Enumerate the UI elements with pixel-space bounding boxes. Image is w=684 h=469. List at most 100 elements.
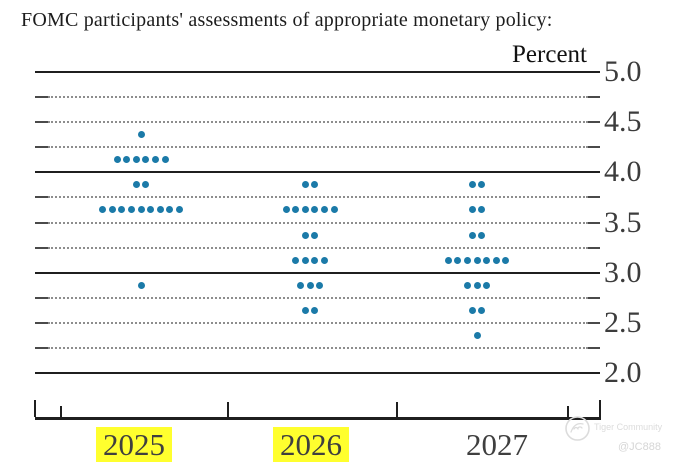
dot-2025-3.625 [108,206,116,214]
gridline-dotted-2.25 [35,346,600,349]
year-text-2027: 2027 [466,427,528,462]
x-axis-tick-0 [34,400,36,417]
dot-2026-2.875 [296,281,304,289]
x-axis-tick-3 [396,402,398,417]
x-axis-tick-5 [599,400,601,417]
tick-dash [588,246,600,249]
dot-2025-2.875 [137,281,145,289]
dot-2025-3.625 [166,206,174,214]
dot-2026-2.875 [316,281,324,289]
x-axis-line [35,417,601,420]
y-tick-label-2.5: 2.5 [604,305,642,339]
dot-2025-3.625 [156,206,164,214]
dot-2026-3.125 [301,256,309,264]
tick-dash [35,96,48,99]
dot-2026-3.625 [292,206,300,214]
dot-2027-3.125 [502,256,510,264]
dot-2027-3.875 [468,181,476,189]
dot-2026-3.875 [301,181,309,189]
gridline-solid-5 [35,71,600,73]
year-text-2025: 2025 [96,427,172,462]
dot-2026-2.875 [306,281,314,289]
y-tick-label-4.5: 4.5 [604,105,642,139]
dot-2026-3.375 [311,231,319,239]
tick-dash [588,346,600,349]
dot-2027-3.625 [468,206,476,214]
dot-2026-3.125 [292,256,300,264]
dot-2027-3.125 [473,256,481,264]
watermark-handle: @JC888 [618,441,661,453]
dot-2026-2.625 [301,306,309,314]
dot-2026-3.625 [301,206,309,214]
dot-2025-3.875 [132,181,140,189]
dot-2027-2.875 [463,281,471,289]
tick-dash [35,321,48,324]
dot-2027-3.125 [483,256,491,264]
y-tick-label-5.0: 5.0 [604,55,642,88]
dot-2026-3.125 [311,256,319,264]
dotted-segment [48,146,588,149]
tick-dash [588,96,600,99]
tick-dash [35,221,48,224]
dotted-segment [48,321,588,324]
tick-dash [35,196,48,199]
watermark: Tiger Community @JC888 [562,413,678,465]
dot-2025-4.125 [161,156,169,164]
dot-2027-3.875 [478,181,486,189]
y-tick-label-3.5: 3.5 [604,205,642,239]
tiger-community-logo-icon [565,416,590,441]
dot-2027-2.875 [483,281,491,289]
dot-2027-2.625 [468,306,476,314]
tick-dash [35,246,48,249]
tick-dash [35,146,48,149]
dotted-segment [48,246,588,249]
dot-2025-4.125 [123,156,131,164]
tick-dash [35,296,48,299]
dot-2026-3.875 [311,181,319,189]
x-axis-label-2026: 2026 [231,427,391,463]
dot-2025-4.125 [151,156,159,164]
y-tick-label-4.0: 4.0 [604,155,642,189]
tick-dash [35,121,48,124]
dot-2027-3.625 [478,206,486,214]
tick-dash [588,221,600,224]
dot-2025-3.625 [137,206,145,214]
x-axis-label-2025: 2025 [54,427,214,463]
dotted-segment [48,221,588,224]
x-axis-tick-2 [227,402,229,417]
x-axis-tick-1 [60,406,62,417]
chart-title: FOMC participants' assessments of approp… [21,9,553,31]
dotted-segment [48,121,588,124]
tick-dash [588,296,600,299]
dot-2027-2.375 [473,331,481,339]
gridline-solid-2 [35,372,600,374]
dotted-segment [48,296,588,299]
dot-2027-3.125 [444,256,452,264]
gridline-dotted-3.25 [35,246,600,249]
dot-2026-2.625 [311,306,319,314]
dot-2027-3.375 [468,231,476,239]
watermark-brand: Tiger Community [594,422,663,432]
gridline-dotted-4.5 [35,121,600,124]
dot-2025-3.625 [147,206,155,214]
dot-2025-4.375 [137,131,145,139]
tick-dash [588,196,600,199]
dot-2026-3.625 [282,206,290,214]
dot-2025-3.625 [175,206,183,214]
tick-dash [588,146,600,149]
gridline-dotted-2.75 [35,296,600,299]
gridline-dotted-3.5 [35,221,600,224]
gridline-dotted-3.75 [35,196,600,199]
dot-2026-3.625 [330,206,338,214]
dot-2027-2.875 [473,281,481,289]
gridline-dotted-4.25 [35,146,600,149]
dot-2026-3.625 [320,206,328,214]
dot-2026-3.375 [301,231,309,239]
gridline-dotted-2.5 [35,321,600,324]
dot-2027-3.125 [463,256,471,264]
dotted-segment [48,346,588,349]
y-axis-unit-label: Percent [512,41,587,68]
gridline-solid-4 [35,171,600,174]
y-tick-label-2.0: 2.0 [604,356,642,389]
dot-2027-3.125 [454,256,462,264]
